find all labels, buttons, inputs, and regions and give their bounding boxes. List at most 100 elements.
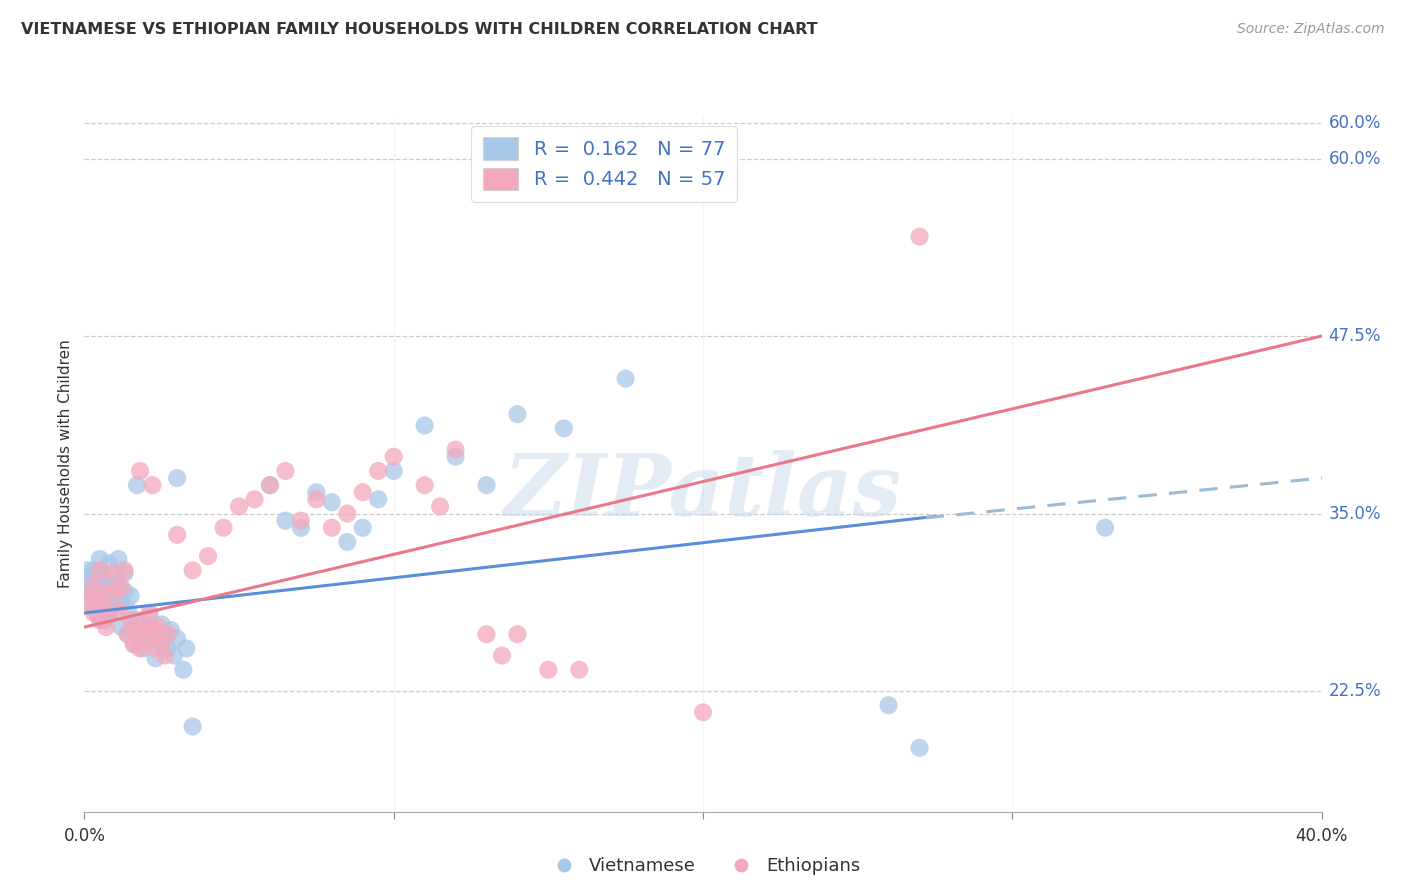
Point bbox=[156, 641, 179, 656]
Point bbox=[86, 566, 108, 581]
Point bbox=[104, 570, 127, 584]
Point bbox=[212, 521, 235, 535]
Point bbox=[94, 583, 117, 598]
Point bbox=[89, 613, 111, 627]
Point bbox=[197, 549, 219, 563]
Point bbox=[475, 627, 498, 641]
Point bbox=[104, 584, 127, 599]
Point bbox=[132, 641, 155, 656]
Point bbox=[79, 589, 101, 603]
Point bbox=[110, 594, 132, 608]
Y-axis label: Family Households with Children: Family Households with Children bbox=[58, 340, 73, 588]
Point bbox=[101, 599, 124, 613]
Point bbox=[117, 627, 139, 641]
Point bbox=[413, 418, 436, 433]
Text: 60.0%: 60.0% bbox=[1329, 114, 1381, 132]
Point bbox=[101, 577, 124, 591]
Point bbox=[553, 421, 575, 435]
Point bbox=[908, 740, 931, 755]
Point bbox=[259, 478, 281, 492]
Point bbox=[98, 556, 121, 570]
Point bbox=[76, 577, 98, 591]
Point bbox=[107, 552, 129, 566]
Point bbox=[114, 566, 136, 581]
Point bbox=[94, 584, 117, 599]
Point bbox=[382, 464, 405, 478]
Point bbox=[321, 495, 343, 509]
Point bbox=[305, 492, 328, 507]
Point bbox=[148, 634, 170, 648]
Point bbox=[129, 627, 152, 641]
Point bbox=[94, 620, 117, 634]
Point bbox=[135, 632, 157, 646]
Point bbox=[877, 698, 900, 713]
Point bbox=[83, 599, 105, 613]
Legend: Vietnamese, Ethiopians: Vietnamese, Ethiopians bbox=[538, 850, 868, 883]
Text: 22.5%: 22.5% bbox=[1329, 682, 1381, 700]
Point bbox=[1094, 521, 1116, 535]
Point bbox=[122, 617, 145, 632]
Point bbox=[122, 637, 145, 651]
Point bbox=[150, 617, 173, 632]
Point bbox=[153, 648, 176, 663]
Point bbox=[367, 464, 389, 478]
Point bbox=[91, 613, 114, 627]
Point bbox=[79, 570, 101, 584]
Point bbox=[129, 641, 152, 656]
Point bbox=[98, 591, 121, 606]
Point bbox=[274, 464, 297, 478]
Point bbox=[153, 627, 176, 641]
Point bbox=[91, 599, 114, 613]
Point bbox=[145, 641, 167, 656]
Point bbox=[336, 507, 359, 521]
Point bbox=[568, 663, 591, 677]
Point bbox=[94, 613, 117, 627]
Point bbox=[382, 450, 405, 464]
Point bbox=[110, 580, 132, 594]
Point bbox=[259, 478, 281, 492]
Point bbox=[243, 492, 266, 507]
Point bbox=[89, 563, 111, 577]
Point bbox=[83, 606, 105, 620]
Point bbox=[150, 634, 173, 648]
Point bbox=[76, 599, 98, 613]
Point bbox=[166, 528, 188, 542]
Point bbox=[98, 606, 121, 620]
Point bbox=[141, 478, 163, 492]
Point bbox=[120, 613, 142, 627]
Point bbox=[413, 478, 436, 492]
Text: 35.0%: 35.0% bbox=[1329, 505, 1381, 523]
Point bbox=[148, 620, 170, 634]
Point bbox=[228, 500, 250, 514]
Point bbox=[172, 663, 194, 677]
Point bbox=[150, 637, 173, 651]
Point bbox=[110, 620, 132, 634]
Point bbox=[290, 521, 312, 535]
Point bbox=[125, 613, 148, 627]
Point bbox=[132, 617, 155, 632]
Point bbox=[166, 632, 188, 646]
Point bbox=[491, 648, 513, 663]
Point bbox=[129, 464, 152, 478]
Point bbox=[86, 580, 108, 594]
Text: 47.5%: 47.5% bbox=[1329, 327, 1381, 345]
Point bbox=[176, 641, 198, 656]
Point bbox=[336, 535, 359, 549]
Point bbox=[94, 603, 117, 617]
Point bbox=[274, 514, 297, 528]
Point bbox=[352, 521, 374, 535]
Point bbox=[138, 606, 160, 620]
Point bbox=[91, 589, 114, 603]
Point bbox=[89, 594, 111, 608]
Point bbox=[125, 478, 148, 492]
Point bbox=[506, 407, 529, 421]
Text: Source: ZipAtlas.com: Source: ZipAtlas.com bbox=[1237, 22, 1385, 37]
Point bbox=[89, 552, 111, 566]
Point bbox=[305, 485, 328, 500]
Point bbox=[117, 603, 139, 617]
Point bbox=[181, 563, 204, 577]
Point bbox=[352, 485, 374, 500]
Point bbox=[107, 580, 129, 594]
Point bbox=[506, 627, 529, 641]
Point bbox=[91, 570, 114, 584]
